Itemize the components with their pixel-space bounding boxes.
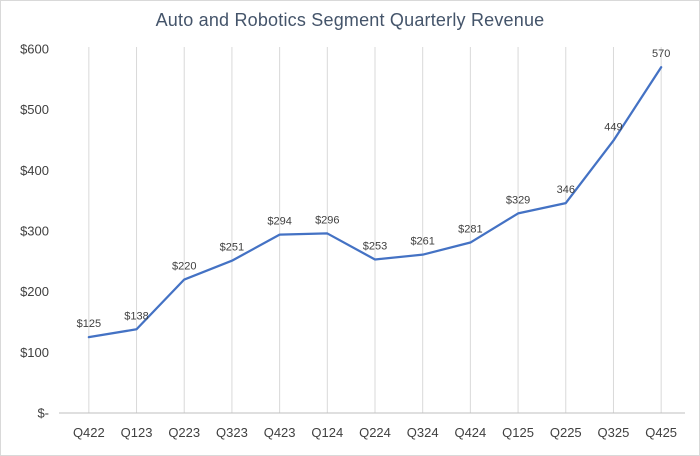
data-point-label: $138 [124,310,148,322]
x-axis-category-label: Q123 [121,425,153,440]
x-axis-category-label: Q425 [645,425,677,440]
data-point-label: 346 [557,184,575,196]
data-point-label: 449 [604,122,622,134]
data-point-label: 570 [652,48,670,60]
y-axis-tick-label: $300 [20,224,49,239]
revenue-series-line [87,66,663,339]
x-axis-category-label: Q224 [359,425,391,440]
x-axis-category-label: Q125 [502,425,534,440]
y-axis-tick-label: $600 [20,42,49,57]
y-axis-tick-label: $400 [20,163,49,178]
data-point-label: $253 [363,241,387,253]
x-axis-category-label: Q422 [73,425,105,440]
data-point-label: $281 [458,224,482,236]
data-point-label: $125 [77,318,101,330]
x-axis-category-label: Q225 [550,425,582,440]
y-axis-tick-label: $- [37,406,49,421]
data-point-label: $220 [172,261,196,273]
data-point-label: $294 [267,216,291,228]
data-point-label: $296 [315,214,339,226]
x-axis-category-label: Q124 [311,425,343,440]
x-axis-category-label: Q323 [216,425,248,440]
data-point-label: $251 [220,242,244,254]
data-point-label: $261 [410,236,434,248]
x-axis-category-label: Q325 [598,425,630,440]
y-axis-tick-label: $200 [20,284,49,299]
x-axis-category-label: Q223 [168,425,200,440]
y-axis-tick-label: $500 [20,102,49,117]
x-axis-category-label: Q324 [407,425,439,440]
y-axis-tick-label: $100 [20,345,49,360]
x-axis-category-label: Q424 [454,425,486,440]
chart-title: Auto and Robotics Segment Quarterly Reve… [155,10,545,30]
data-point-label: $329 [506,194,530,206]
x-axis-category-label: Q423 [264,425,296,440]
